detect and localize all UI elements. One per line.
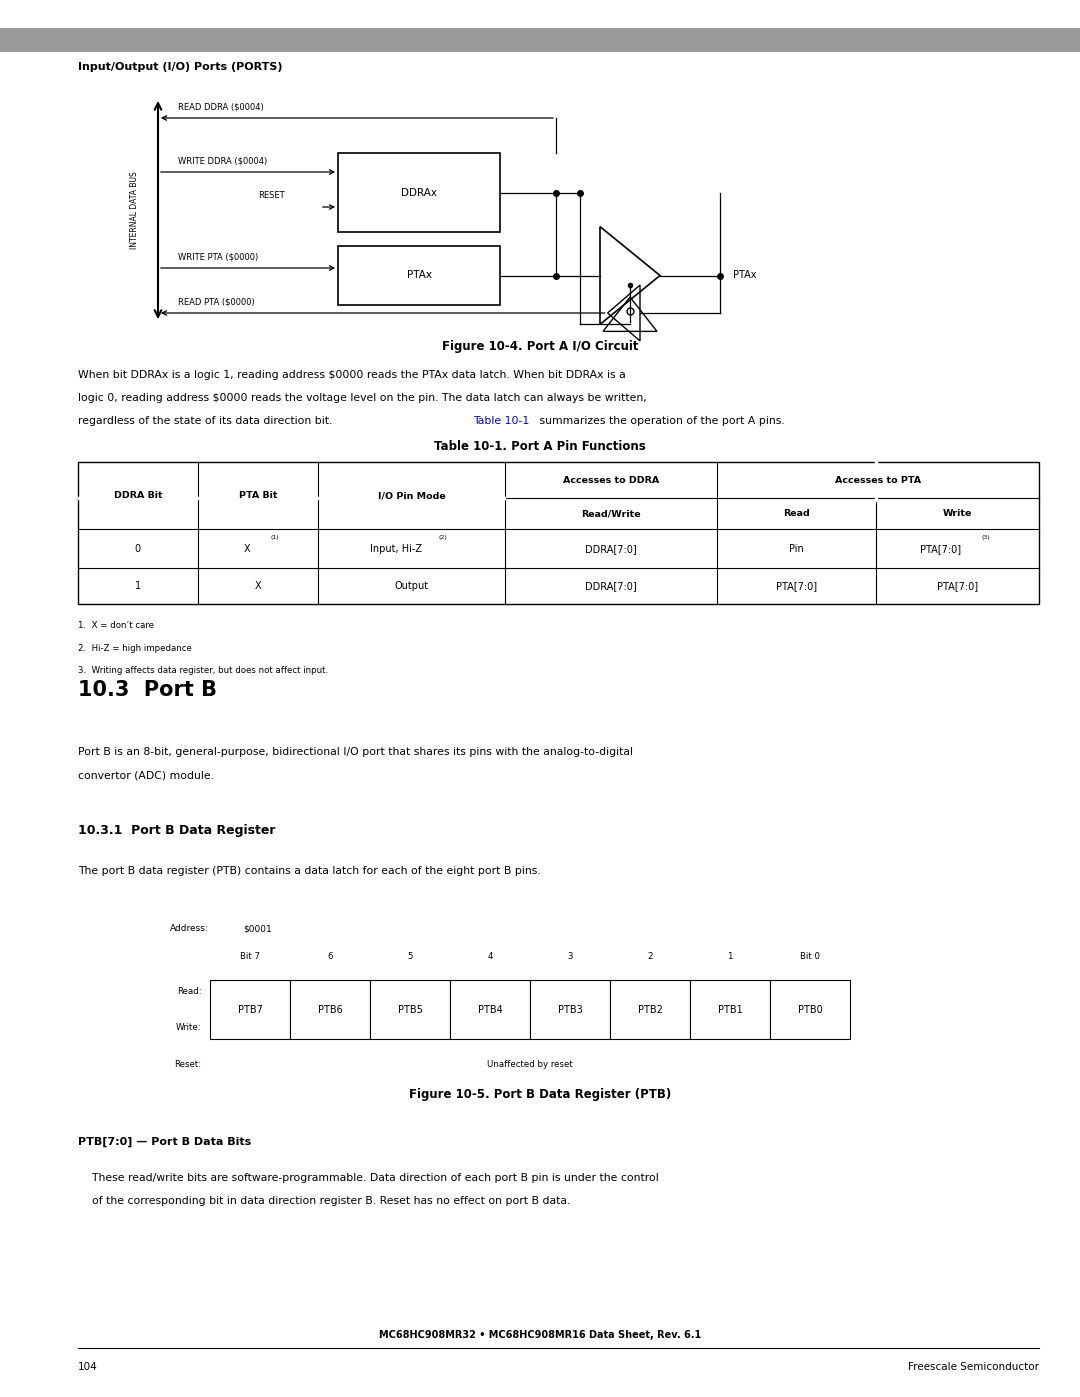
Text: convertor (ADC) module.: convertor (ADC) module.: [78, 770, 214, 780]
Text: PTB2: PTB2: [637, 1004, 662, 1014]
Text: RESET: RESET: [258, 191, 285, 200]
Text: Accesses to PTA: Accesses to PTA: [835, 475, 921, 485]
Text: 1: 1: [135, 581, 140, 591]
Text: 1.  X = don’t care: 1. X = don’t care: [78, 622, 153, 630]
Text: Reset:: Reset:: [174, 1060, 201, 1069]
Text: summarizes the operation of the port A pins.: summarizes the operation of the port A p…: [536, 416, 784, 426]
Text: of the corresponding bit in data direction register B. Reset has no effect on po: of the corresponding bit in data directi…: [78, 1196, 570, 1206]
Text: These read/write bits are software-programmable. Data direction of each port B p: These read/write bits are software-progr…: [78, 1173, 659, 1183]
Bar: [291, 981, 370, 1039]
Text: Read/Write: Read/Write: [581, 509, 642, 518]
Text: Figure 10-5. Port B Data Register (PTB): Figure 10-5. Port B Data Register (PTB): [409, 1088, 671, 1101]
Text: X: X: [244, 543, 251, 553]
Text: Freescale Semiconductor: Freescale Semiconductor: [908, 1362, 1039, 1372]
Text: PTB7: PTB7: [238, 1004, 262, 1014]
Bar: [770, 981, 850, 1039]
Text: When bit DDRAx is a logic 1, reading address $0000 reads the PTAx data latch. Wh: When bit DDRAx is a logic 1, reading add…: [78, 370, 625, 380]
Text: 6: 6: [327, 953, 333, 961]
Text: Write:: Write:: [176, 1024, 201, 1032]
Bar: [690, 981, 770, 1039]
Bar: [338, 246, 500, 305]
Text: PTA[7:0]: PTA[7:0]: [936, 581, 977, 591]
Bar: [530, 981, 610, 1039]
Text: DDRAx: DDRAx: [401, 187, 437, 197]
Text: Table 10-1. Port A Pin Functions: Table 10-1. Port A Pin Functions: [434, 440, 646, 453]
Bar: [210, 981, 291, 1039]
Text: PTB1: PTB1: [717, 1004, 742, 1014]
Bar: [370, 981, 450, 1039]
Text: Write: Write: [943, 509, 972, 518]
Text: PTAx: PTAx: [406, 271, 432, 281]
Text: Table 10-1: Table 10-1: [473, 416, 529, 426]
Text: PTB[7:0] — Port B Data Bits: PTB[7:0] — Port B Data Bits: [78, 1137, 251, 1147]
Text: Figure 10-4. Port A I/O Circuit: Figure 10-4. Port A I/O Circuit: [442, 339, 638, 353]
Bar: [450, 981, 530, 1039]
Text: WRITE DDRA ($0004): WRITE DDRA ($0004): [178, 156, 267, 165]
Text: PTB0: PTB0: [798, 1004, 822, 1014]
Text: (2): (2): [438, 535, 447, 539]
Text: DDRA[7:0]: DDRA[7:0]: [585, 543, 637, 553]
Text: logic 0, reading address $0000 reads the voltage level on the pin. The data latc: logic 0, reading address $0000 reads the…: [78, 393, 647, 404]
Text: PTA[7:0]: PTA[7:0]: [775, 581, 816, 591]
Text: PTA Bit: PTA Bit: [239, 490, 278, 500]
Text: Input, Hi-Z: Input, Hi-Z: [369, 543, 421, 553]
Text: 10.3.1  Port B Data Register: 10.3.1 Port B Data Register: [78, 824, 275, 837]
Bar: [0, 28, 1080, 52]
Text: 0: 0: [135, 543, 140, 553]
Text: Unaffected by reset: Unaffected by reset: [487, 1060, 572, 1069]
Text: READ DDRA ($0004): READ DDRA ($0004): [178, 102, 264, 110]
Bar: [338, 154, 500, 232]
Text: DDRA Bit: DDRA Bit: [113, 490, 162, 500]
Text: DDRA[7:0]: DDRA[7:0]: [585, 581, 637, 591]
Bar: [610, 981, 690, 1039]
Text: 3.  Writing affects data register, but does not affect input.: 3. Writing affects data register, but do…: [78, 666, 328, 675]
Text: Bit 0: Bit 0: [800, 953, 820, 961]
Text: PTB3: PTB3: [557, 1004, 582, 1014]
Text: PTB5: PTB5: [397, 1004, 422, 1014]
Text: 3: 3: [567, 953, 572, 961]
Text: X: X: [255, 581, 261, 591]
Text: 10.3  Port B: 10.3 Port B: [78, 680, 217, 700]
Text: WRITE PTA ($0000): WRITE PTA ($0000): [178, 251, 258, 261]
Text: 4: 4: [487, 953, 492, 961]
Text: Read: Read: [783, 509, 810, 518]
Text: PTB6: PTB6: [318, 1004, 342, 1014]
Text: PTAx: PTAx: [733, 271, 756, 281]
Text: Bit 7: Bit 7: [240, 953, 260, 961]
Text: Port B is an 8-bit, general-purpose, bidirectional I/O port that shares its pins: Port B is an 8-bit, general-purpose, bid…: [78, 747, 633, 757]
Text: Input/Output (I/O) Ports (PORTS): Input/Output (I/O) Ports (PORTS): [78, 61, 282, 73]
Text: Output: Output: [394, 581, 429, 591]
Text: regardless of the state of its data direction bit.: regardless of the state of its data dire…: [78, 416, 336, 426]
Bar: [78, 462, 1039, 605]
Text: Accesses to DDRA: Accesses to DDRA: [563, 475, 660, 485]
Text: $0001: $0001: [243, 925, 272, 933]
Text: READ PTA ($0000): READ PTA ($0000): [178, 298, 255, 306]
Text: 1: 1: [727, 953, 732, 961]
Text: PTB4: PTB4: [477, 1004, 502, 1014]
Text: MC68HC908MR32 • MC68HC908MR16 Data Sheet, Rev. 6.1: MC68HC908MR32 • MC68HC908MR16 Data Sheet…: [379, 1330, 701, 1340]
Text: Address:: Address:: [170, 925, 208, 933]
Text: The port B data register (PTB) contains a data latch for each of the eight port : The port B data register (PTB) contains …: [78, 866, 540, 876]
Text: Read:: Read:: [177, 988, 201, 996]
Text: 2.  Hi-Z = high impedance: 2. Hi-Z = high impedance: [78, 644, 191, 652]
Text: INTERNAL DATA BUS: INTERNAL DATA BUS: [130, 170, 138, 249]
Text: (3): (3): [981, 535, 989, 539]
Text: I/O Pin Mode: I/O Pin Mode: [378, 490, 446, 500]
Text: PTA[7:0]: PTA[7:0]: [920, 543, 961, 553]
Text: 2: 2: [647, 953, 652, 961]
Text: Pin: Pin: [788, 543, 804, 553]
Text: 104: 104: [78, 1362, 97, 1372]
Text: 5: 5: [407, 953, 413, 961]
Text: (1): (1): [271, 535, 280, 539]
